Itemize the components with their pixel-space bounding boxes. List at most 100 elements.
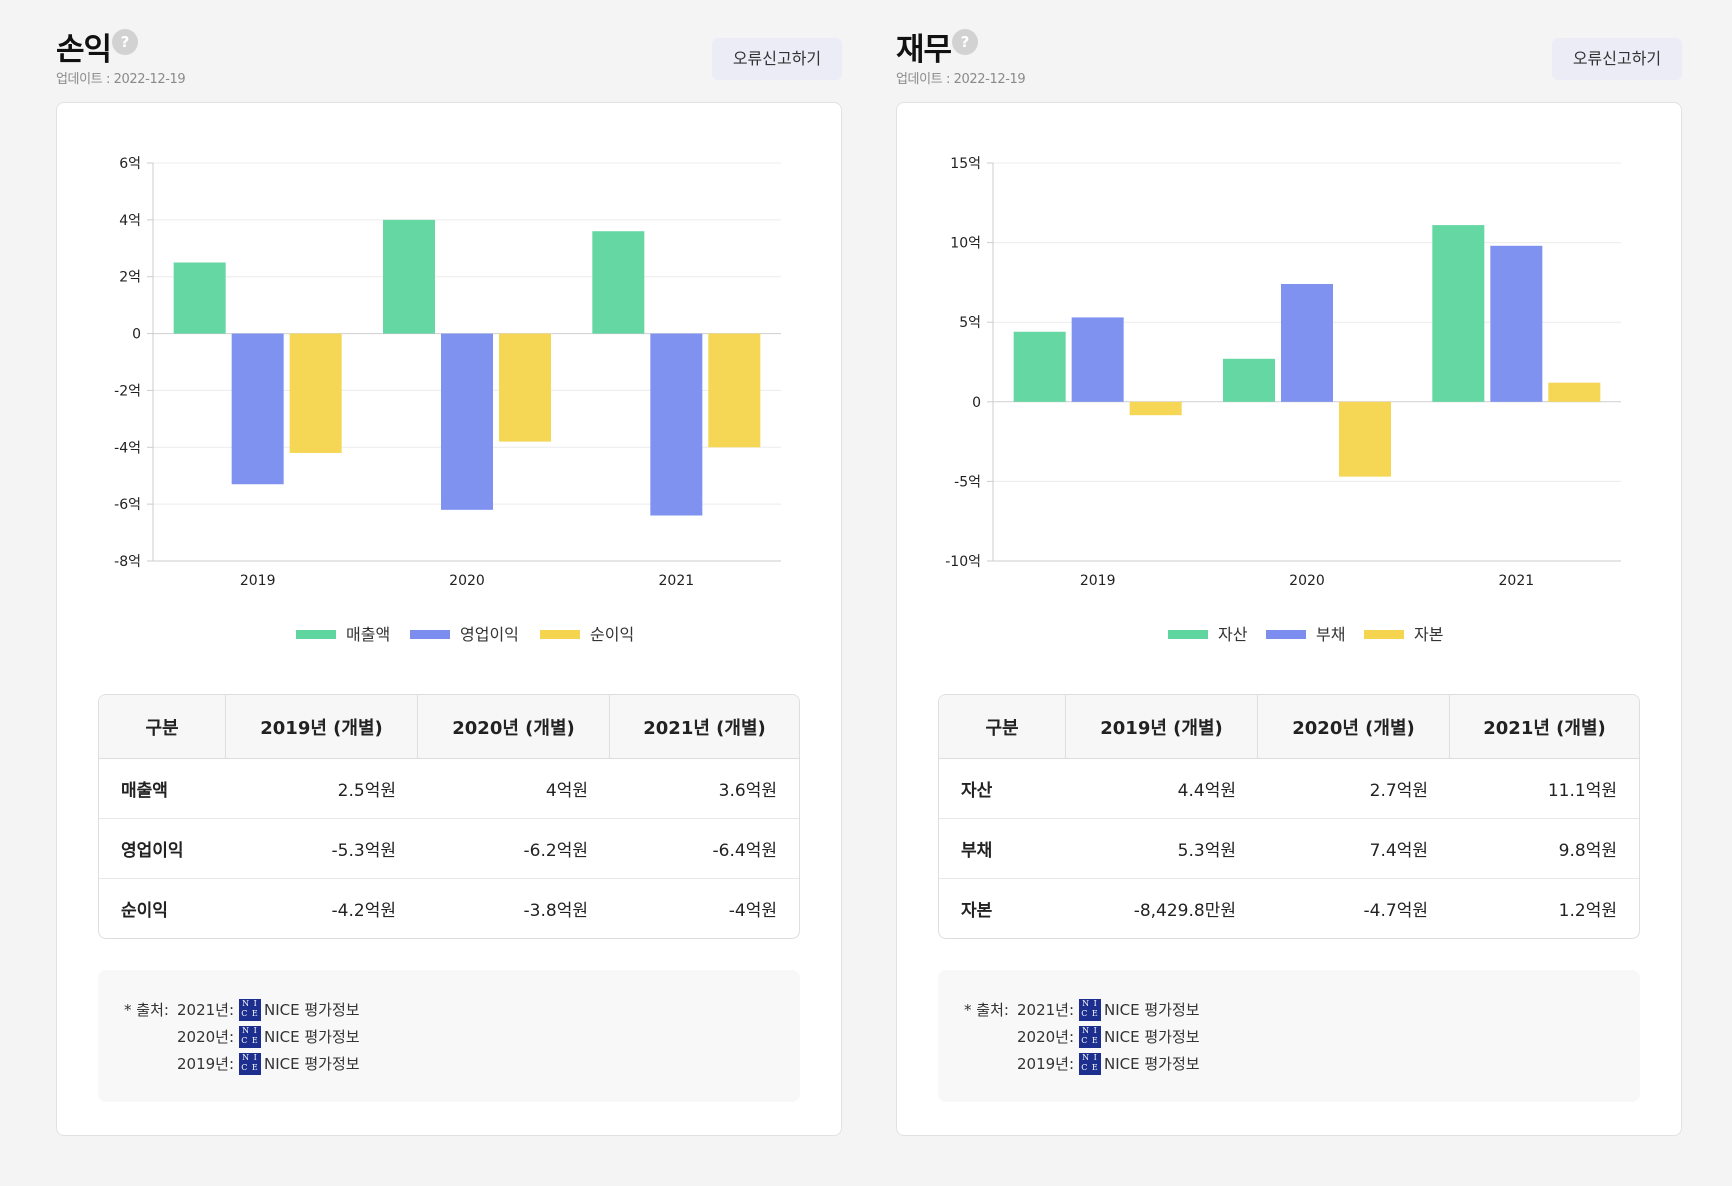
panel-title: 손익 (56, 32, 112, 68)
y-tick-label: 0 (132, 327, 141, 343)
source-year: 2019년: (1017, 1055, 1075, 1073)
x-tick-label: 2020 (449, 573, 485, 589)
update-date: 업데이트 : 2022-12-19 (56, 72, 186, 87)
row-label: 부채 (939, 819, 1066, 879)
table-cell: -6.2억원 (418, 819, 610, 879)
legend-label: 자산 (1218, 625, 1248, 644)
help-icon[interactable]: ? (112, 29, 138, 55)
table-cell: 3.6억원 (610, 759, 799, 819)
table-row: 매출액 2.5억원 4억원 3.6억원 (99, 759, 799, 819)
table-cell: 11.1억원 (1450, 759, 1639, 819)
legend-label: 순이익 (590, 625, 634, 644)
y-tick-label: 4억 (119, 213, 141, 229)
table-cell: -4.7억원 (1363, 901, 1428, 921)
legend-label: 자본 (1414, 625, 1443, 644)
table-row: 순이익 -4.2억원 -3.8억원 -4억원 (99, 879, 799, 938)
y-tick-label: 15억 (950, 156, 981, 172)
bar (1548, 382, 1601, 402)
table-cell: -5.3억원 (226, 819, 418, 879)
table-cell: 7.4억원 (1258, 819, 1450, 879)
table-cell: 4억원 (418, 759, 610, 819)
table-header-cell: 2019년 (개별) (226, 695, 418, 759)
source-label: * 출처: (964, 1001, 1009, 1019)
source-name: NICE 평가정보 (264, 1055, 360, 1073)
table-row: 영업이익 -5.3억원 -6.2억원 -6.4억원 (99, 819, 799, 879)
legend-swatch (540, 630, 580, 639)
x-tick-label: 2020 (1289, 573, 1325, 589)
x-tick-label: 2021 (659, 573, 695, 589)
y-tick-label: 5억 (959, 315, 981, 331)
y-tick-label: -5억 (954, 474, 981, 490)
table-header-cell: 구분 (99, 695, 226, 759)
row-label: 매출액 (99, 759, 226, 819)
bar (1432, 225, 1485, 402)
help-icon[interactable]: ? (952, 29, 978, 55)
table-cell: 5.3억원 (1066, 819, 1258, 879)
profit-loss-chart: 6억 4억 2억 0 -2억 -4억 -6억 -8억 2019 2020 2021 매출액 영업이익 순이… (114, 156, 781, 644)
table-row: 자산 4.4억원 2.7억원 11.1억원 (939, 759, 1639, 819)
source-year: 2021년: (1017, 1001, 1075, 1019)
bar (441, 333, 493, 510)
bar (1223, 358, 1275, 402)
legend-swatch (296, 630, 336, 639)
panel-header: 손익 ? 업데이트 : 2022-12-19 오류신고하기 (56, 0, 842, 102)
source-year: 2021년: (177, 1001, 235, 1019)
table-header-cell: 2019년 (개별) (1066, 695, 1258, 759)
y-tick-label: -2억 (114, 383, 141, 399)
financial-panel: 재무 ? 업데이트 : 2022-12-19 오류신고하기 15억 10억 5억 0 -… (896, 0, 1682, 1136)
legend-label: 부채 (1316, 625, 1345, 644)
legend-swatch (1168, 630, 1208, 639)
table-cell: -6.4억원 (610, 819, 799, 879)
table-cell: 4.4억원 (1066, 759, 1258, 819)
y-tick-label: 10억 (950, 236, 981, 252)
bar (1013, 331, 1066, 402)
table-cell: 2.7억원 (1258, 759, 1450, 819)
table-cell: -4억원 (728, 901, 777, 921)
bar (1129, 401, 1182, 416)
y-tick-label: -4억 (114, 440, 141, 456)
legend-label: 영업이익 (460, 625, 519, 644)
x-tick-label: 2019 (240, 573, 276, 589)
source-name: NICE 평가정보 (1104, 1055, 1200, 1073)
table-header-cell: 2020년 (개별) (418, 695, 610, 759)
profit-loss-panel: 손익 ? 업데이트 : 2022-12-19 오류신고하기 6억 4억 2억 0 -2억… (56, 0, 842, 1136)
source-year: 2019년: (177, 1055, 235, 1073)
update-date: 업데이트 : 2022-12-19 (896, 72, 1026, 87)
panel-title: 재무 (896, 32, 952, 68)
table-header-cell: 2021년 (개별) (1450, 695, 1639, 759)
chart-card: 6억 4억 2억 0 -2억 -4억 -6억 -8억 2019 2020 2021 매출액 영업이익 순이… (56, 102, 842, 1136)
bar (173, 262, 226, 334)
financial-chart: 15억 10억 5억 0 -5억 -10억 2019 2020 2021 자산 부채 자본 (945, 156, 1621, 644)
report-error-button[interactable]: 오류신고하기 (712, 38, 842, 80)
source-name: NICE 평가정보 (264, 1028, 360, 1046)
x-tick-label: 2021 (1499, 573, 1535, 589)
table-cell: 1.2억원 (1558, 901, 1617, 921)
bar (1071, 317, 1124, 402)
table-cell: -3.8억원 (523, 901, 588, 921)
financial-table: 구분 2019년 (개별) 2020년 (개별) 2021년 (개별) 자산 4… (938, 694, 1640, 939)
y-tick-label: -10억 (945, 554, 981, 570)
bar (592, 231, 645, 334)
bar (231, 333, 284, 485)
y-tick-label: -6억 (114, 497, 141, 513)
bar (383, 219, 435, 334)
table-row: 자본 -8,429.8만원 -4.7억원 1.2억원 (939, 879, 1639, 938)
table-header-cell: 구분 (939, 695, 1066, 759)
legend-label: 매출액 (346, 625, 390, 644)
table-cell: -4.2억원 (331, 901, 396, 921)
row-label: 영업이익 (99, 819, 226, 879)
report-error-button[interactable]: 오류신고하기 (1552, 38, 1682, 80)
bar (708, 333, 761, 448)
